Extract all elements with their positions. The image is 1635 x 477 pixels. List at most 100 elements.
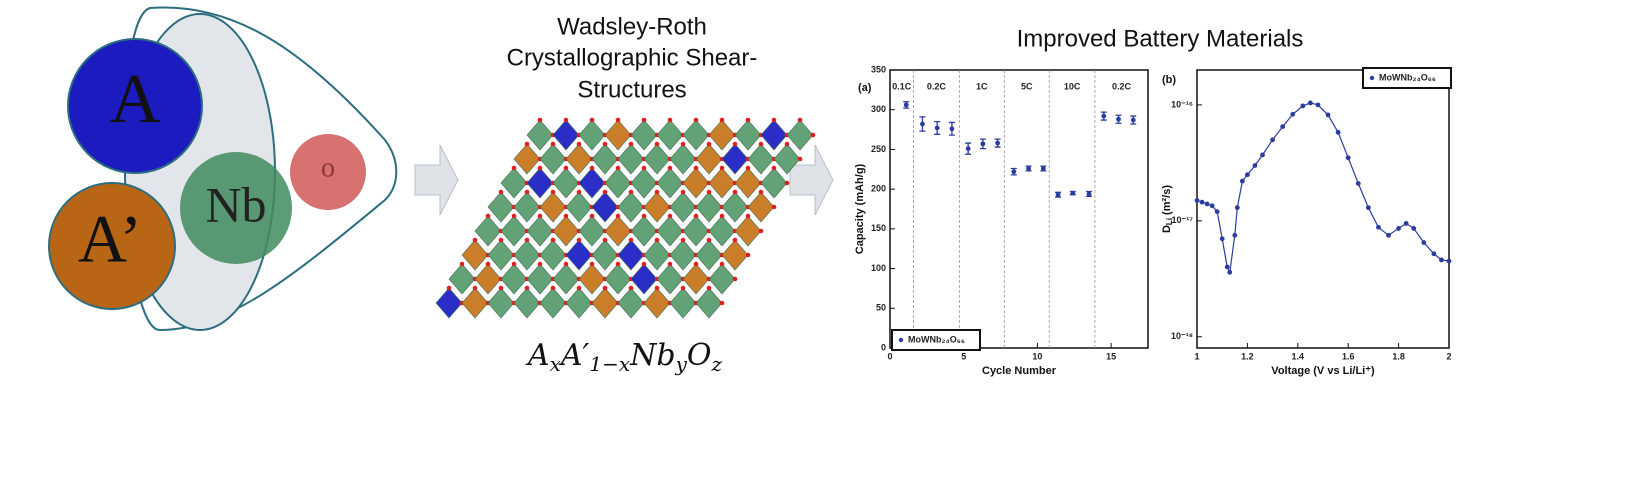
region-label: 0.2C bbox=[1112, 81, 1132, 91]
data-point bbox=[1335, 129, 1341, 135]
region-label: 5C bbox=[1021, 81, 1033, 91]
octahedron bbox=[656, 215, 684, 247]
x-tick-label: 0 bbox=[887, 351, 892, 361]
oxygen-atom bbox=[758, 228, 764, 234]
octahedron bbox=[500, 167, 528, 199]
region-label: 10C bbox=[1064, 81, 1081, 91]
oxygen-atom bbox=[472, 285, 478, 291]
oxygen-atom bbox=[485, 213, 491, 219]
octahedron bbox=[695, 287, 723, 319]
octahedron bbox=[461, 239, 489, 271]
octahedron bbox=[513, 239, 541, 271]
oxygen-atom bbox=[641, 117, 647, 123]
y-tick-label: 10⁻¹⁷ bbox=[1172, 215, 1194, 225]
oxygen-atom bbox=[641, 165, 647, 171]
y-tick-label: 100 bbox=[871, 263, 886, 273]
oxygen-atom bbox=[667, 261, 673, 267]
octahedron bbox=[487, 287, 515, 319]
data-point bbox=[1224, 264, 1230, 270]
panel-label: (a) bbox=[858, 82, 872, 94]
y-axis-label-sub: Li bbox=[1165, 218, 1174, 225]
octahedron bbox=[656, 263, 684, 295]
circle-nb bbox=[180, 152, 292, 264]
x-tick-label: 1.2 bbox=[1241, 351, 1254, 361]
legend-label: MoWNb₂₄O₆₆ bbox=[908, 334, 965, 344]
oxygen-atom bbox=[680, 285, 686, 291]
oxygen-atom bbox=[511, 261, 517, 267]
octahedron bbox=[617, 143, 645, 175]
formula: AxA′1−xNbyOz bbox=[525, 338, 723, 376]
oxygen-atom bbox=[693, 165, 699, 171]
oxygen-atom bbox=[654, 285, 660, 291]
octahedron bbox=[487, 191, 515, 223]
oxygen-atom bbox=[563, 261, 569, 267]
oxygen-atom bbox=[563, 117, 569, 123]
octahedron bbox=[578, 215, 606, 247]
octahedron bbox=[747, 143, 775, 175]
data-point bbox=[1252, 163, 1258, 168]
octahedron bbox=[721, 191, 749, 223]
octahedron bbox=[682, 119, 710, 151]
octahedron bbox=[448, 263, 476, 295]
data-point bbox=[1234, 205, 1240, 211]
octahedron bbox=[708, 119, 736, 151]
data-point bbox=[1411, 226, 1417, 231]
oxygen-atom bbox=[719, 300, 725, 306]
region-label: 0.2C bbox=[927, 81, 947, 91]
data-point bbox=[1270, 137, 1275, 143]
octahedron bbox=[513, 191, 541, 223]
octahedron bbox=[669, 143, 697, 175]
octahedron bbox=[630, 167, 658, 199]
data-point bbox=[1355, 181, 1361, 186]
x-tick-label: 2 bbox=[1446, 351, 1451, 361]
data-point bbox=[995, 140, 1001, 146]
y-tick-label: 150 bbox=[871, 223, 886, 233]
oxygen-atom bbox=[589, 213, 595, 219]
oxygen-atom bbox=[498, 189, 504, 195]
octahedron bbox=[591, 239, 619, 271]
x-tick-label: 10 bbox=[1032, 351, 1042, 361]
octahedron bbox=[539, 143, 567, 175]
structure-title: Wadsley-Roth bbox=[557, 13, 707, 40]
octahedron bbox=[734, 167, 762, 199]
oxygen-atom bbox=[706, 285, 712, 291]
arrow bbox=[414, 144, 459, 216]
oxygen-atom bbox=[732, 141, 738, 147]
oxygen-atom bbox=[537, 213, 543, 219]
octahedron bbox=[487, 239, 515, 271]
y-tick-label: 350 bbox=[871, 64, 886, 74]
oxygen-atom bbox=[589, 117, 595, 123]
oxygen-atom bbox=[706, 189, 712, 195]
data-point bbox=[1199, 199, 1205, 205]
oxygen-atom bbox=[589, 261, 595, 267]
legend-marker bbox=[898, 337, 904, 343]
data-point bbox=[965, 146, 971, 152]
plot-frame bbox=[889, 69, 1149, 349]
data-point bbox=[1245, 172, 1250, 178]
octahedron bbox=[500, 215, 528, 247]
octahedron bbox=[708, 167, 736, 199]
octahedron bbox=[591, 191, 619, 223]
data-point bbox=[1315, 102, 1321, 108]
octahedron bbox=[539, 191, 567, 223]
oxygen-atom bbox=[615, 117, 621, 123]
oxygen-atom bbox=[628, 285, 634, 291]
oxygen-atom bbox=[524, 237, 530, 243]
panel-label: (b) bbox=[1162, 74, 1176, 86]
data-point bbox=[1194, 198, 1200, 203]
oxygen-atom bbox=[641, 261, 647, 267]
octahedron bbox=[435, 287, 463, 319]
oxygen-atom bbox=[771, 204, 777, 210]
octahedron bbox=[565, 239, 593, 271]
oxygen-atom bbox=[667, 213, 673, 219]
data-point bbox=[1308, 100, 1313, 106]
octahedron bbox=[461, 287, 489, 319]
octahedron bbox=[474, 215, 502, 247]
octahedron bbox=[643, 239, 671, 271]
octahedron bbox=[604, 215, 632, 247]
data-point bbox=[1431, 251, 1437, 257]
data-point bbox=[1040, 166, 1046, 171]
oxygen-atom bbox=[758, 141, 764, 147]
data-point bbox=[1026, 166, 1031, 171]
oxygen-atom bbox=[550, 285, 556, 291]
